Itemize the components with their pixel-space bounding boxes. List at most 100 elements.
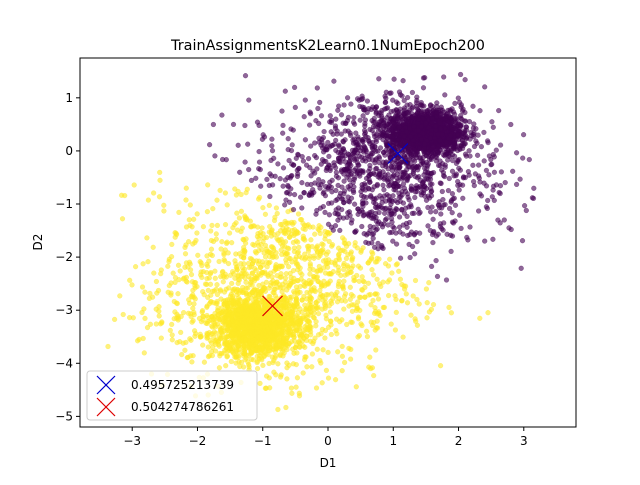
purple-point — [458, 225, 464, 232]
purple-point — [394, 206, 400, 213]
yellow-point — [286, 246, 292, 252]
purple-point — [321, 143, 327, 149]
yellow-point — [119, 216, 126, 222]
yellow-point — [322, 305, 328, 311]
yellow-point — [286, 264, 292, 270]
purple-point — [306, 192, 312, 198]
yellow-point — [325, 349, 331, 356]
purple-point — [299, 180, 305, 186]
purple-point — [386, 198, 393, 204]
purple-point — [439, 188, 445, 195]
yellow-point — [252, 249, 259, 255]
purple-point — [359, 223, 365, 230]
purple-point — [457, 212, 463, 218]
yellow-point — [238, 326, 244, 332]
yellow-point — [348, 319, 354, 325]
yellow-point — [276, 317, 282, 323]
purple-point — [422, 184, 428, 190]
yellow-point — [327, 271, 333, 277]
yellow-point — [374, 325, 381, 331]
yellow-point — [342, 359, 348, 366]
purple-point — [508, 121, 514, 128]
yellow-point — [426, 309, 433, 315]
yellow-point — [284, 298, 290, 304]
purple-point — [393, 230, 399, 236]
purple-point — [470, 162, 476, 168]
purple-point — [326, 153, 332, 160]
yellow-point — [166, 259, 172, 265]
purple-point — [361, 107, 367, 113]
yellow-point — [284, 287, 290, 293]
yellow-point — [347, 284, 353, 290]
purple-point — [363, 194, 370, 201]
yellow-point — [368, 302, 374, 308]
purple-point — [438, 211, 444, 217]
yellow-point — [341, 278, 347, 284]
purple-point — [336, 155, 342, 161]
yellow-point — [153, 278, 160, 285]
yellow-point — [328, 259, 335, 265]
yellow-point — [238, 191, 244, 198]
purple-point — [491, 169, 498, 175]
yellow-point — [328, 322, 334, 328]
purple-point — [452, 202, 459, 208]
yellow-point — [223, 313, 229, 320]
yellow-point — [204, 330, 210, 337]
yellow-point — [373, 347, 379, 353]
purple-point — [298, 194, 304, 200]
yellow-point — [358, 247, 364, 254]
purple-point — [246, 97, 252, 103]
purple-point — [406, 241, 412, 248]
yellow-point — [185, 354, 191, 361]
yellow-point — [430, 302, 437, 308]
purple-point — [288, 173, 294, 179]
purple-point — [467, 153, 473, 159]
purple-point — [432, 154, 439, 160]
yellow-point — [159, 320, 165, 326]
yellow-point — [165, 263, 171, 269]
yellow-point — [191, 312, 197, 318]
yellow-point — [295, 291, 301, 297]
yellow-point — [282, 239, 289, 245]
purple-point — [280, 122, 286, 129]
yellow-point — [204, 276, 210, 282]
yellow-point — [182, 264, 188, 270]
yellow-point — [206, 258, 212, 264]
purple-point — [317, 99, 323, 106]
purple-point — [299, 154, 305, 160]
yellow-point — [350, 263, 356, 269]
yellow-point — [194, 230, 200, 236]
yellow-point — [323, 251, 330, 258]
purple-point — [219, 112, 225, 118]
yellow-point — [348, 346, 354, 353]
purple-point — [396, 165, 402, 171]
purple-point — [440, 170, 447, 176]
yellow-point — [223, 306, 229, 312]
purple-point — [369, 209, 375, 215]
yellow-point — [334, 299, 341, 305]
purple-point — [421, 103, 427, 109]
yellow-point — [369, 365, 376, 371]
yellow-point — [217, 350, 223, 357]
yellow-point — [320, 347, 326, 353]
purple-point — [424, 170, 431, 176]
purple-point — [316, 135, 322, 141]
yellow-point — [231, 271, 237, 277]
purple-point — [490, 236, 496, 242]
purple-point — [286, 157, 292, 164]
yellow-point — [302, 302, 308, 308]
yellow-point — [291, 219, 297, 226]
purple-point — [407, 156, 413, 163]
yellow-point — [268, 244, 275, 250]
yellow-point — [371, 310, 378, 316]
purple-point — [502, 180, 508, 186]
purple-point — [346, 199, 353, 205]
yellow-point — [221, 257, 227, 263]
yellow-point — [175, 315, 182, 321]
yellow-point — [218, 335, 224, 342]
yellow-point — [257, 230, 264, 236]
yellow-point — [315, 311, 322, 317]
yellow-point — [294, 229, 300, 235]
yellow-point — [214, 197, 220, 203]
yellow-point — [213, 231, 219, 237]
